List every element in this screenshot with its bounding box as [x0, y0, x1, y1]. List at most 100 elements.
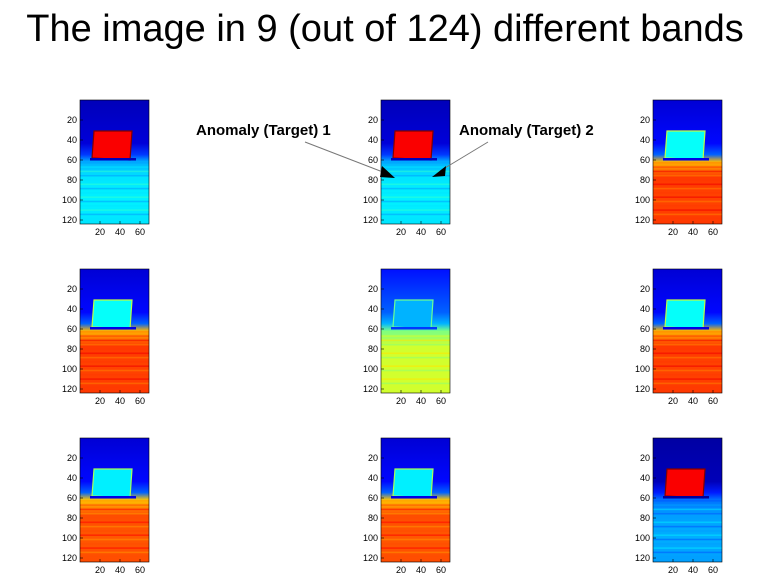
board-base: [90, 158, 136, 161]
y-tick-label: 80: [67, 344, 77, 354]
ground-texture-streak: [381, 343, 450, 346]
ground-texture-streak: [381, 512, 450, 515]
band-image-band-9: 20 40 60 80 100 120 20 40 60: [635, 437, 723, 575]
band-image-panel-6: 20 40 60 80 100 120 20 40 60: [618, 267, 728, 407]
y-tick-label: 120: [363, 215, 378, 225]
y-tick-label: 40: [67, 304, 77, 314]
y-tick-label: 100: [363, 195, 378, 205]
x-tick-label: 60: [135, 396, 145, 406]
anomaly-target-2-label: Anomaly (Target) 2: [459, 122, 594, 139]
ground-texture-streak: [80, 196, 149, 198]
ground-texture-streak: [653, 187, 722, 190]
ground-texture-streak: [80, 504, 149, 506]
ground-texture-streak: [653, 551, 722, 554]
ground-texture-streak: [653, 217, 722, 220]
ground-texture-streak: [653, 343, 722, 346]
ground-texture-streak: [381, 525, 450, 528]
y-tick-label: 40: [640, 473, 650, 483]
y-tick-label: 40: [640, 135, 650, 145]
ground-texture-streak: [653, 530, 722, 532]
ground-texture-streak: [653, 162, 722, 164]
ground-texture-streak: [653, 517, 722, 519]
ground-texture-streak: [381, 170, 450, 173]
ground-texture-streak: [381, 369, 450, 372]
axes-frame: [652, 268, 723, 394]
ground-texture-streak: [80, 343, 149, 346]
axes-frame: [79, 99, 150, 225]
ground-texture-streak: [80, 213, 149, 216]
ground-texture-streak: [80, 555, 149, 558]
y-tick-label: 100: [635, 364, 650, 374]
y-tick-label: 120: [62, 384, 77, 394]
ground-texture-streak: [653, 525, 722, 528]
x-tick-label: 40: [688, 396, 698, 406]
ground-texture-streak: [80, 352, 149, 355]
ground-texture-streak: [381, 209, 450, 211]
ground-texture-streak: [653, 352, 722, 355]
y-tick-label: 60: [368, 155, 378, 165]
y-tick-label: 40: [67, 135, 77, 145]
ground-texture-streak: [653, 378, 722, 380]
y-tick-label: 40: [368, 135, 378, 145]
y-tick-label: 60: [368, 493, 378, 503]
ground-texture-streak: [653, 386, 722, 389]
band-image-panel-1: 20 40 60 80 100 120 20 40 60: [45, 98, 155, 238]
ground-texture-streak: [80, 339, 149, 342]
ground-texture-streak: [653, 213, 722, 216]
ground-texture-streak: [80, 382, 149, 385]
ground-texture-streak: [653, 335, 722, 337]
axes-frame: [380, 268, 451, 394]
ground-texture-streak: [653, 209, 722, 211]
band-image-panel-9: 20 40 60 80 100 120 20 40 60: [618, 436, 728, 576]
y-tick-label: 60: [640, 155, 650, 165]
ground-texture-streak: [381, 200, 450, 203]
x-tick-label: 20: [396, 565, 406, 575]
board-target: [392, 130, 434, 161]
board-base: [663, 158, 709, 161]
ground-texture-streak: [653, 382, 722, 385]
ground-texture-streak: [80, 170, 149, 173]
band-image-panel-8: 20 40 60 80 100 120 20 40 60: [346, 436, 456, 576]
ground-texture-streak: [653, 170, 722, 173]
ground-texture-streak: [381, 517, 450, 519]
y-tick-label: 40: [640, 304, 650, 314]
y-tick-label: 60: [67, 493, 77, 503]
x-tick-label: 40: [416, 565, 426, 575]
y-tick-label: 120: [635, 384, 650, 394]
ground-texture-streak: [80, 378, 149, 380]
axes-frame: [79, 268, 150, 394]
ground-texture-streak: [653, 547, 722, 549]
ground-texture-streak: [80, 162, 149, 164]
ground-texture-streak: [80, 534, 149, 536]
y-tick-label: 80: [67, 175, 77, 185]
y-tick-label: 80: [640, 513, 650, 523]
ground-texture-streak: [381, 382, 450, 385]
ground-texture-streak: [80, 183, 149, 186]
ground-texture-streak: [653, 361, 722, 363]
ground-texture-streak: [381, 543, 450, 545]
y-tick-label: 60: [640, 493, 650, 503]
x-tick-label: 60: [135, 565, 145, 575]
ground-texture-streak: [80, 209, 149, 211]
ground-texture-streak: [381, 162, 450, 164]
ground-texture-streak: [80, 369, 149, 372]
x-tick-label: 40: [688, 227, 698, 237]
y-tick-label: 40: [67, 473, 77, 483]
y-tick-label: 20: [67, 115, 77, 125]
y-tick-label: 20: [640, 284, 650, 294]
band-image-band-4: 20 40 60 80 100 120 20 40 60: [62, 268, 150, 406]
ground-texture-streak: [80, 200, 149, 203]
band-image-panel-5: 20 40 60 80 100 120 20 40 60: [346, 267, 456, 407]
ground-texture-streak: [80, 512, 149, 515]
ground-texture-streak: [381, 348, 450, 350]
band-image-panel-7: 20 40 60 80 100 120 20 40 60: [45, 436, 155, 576]
y-tick-label: 120: [635, 553, 650, 563]
ground-texture-streak: [653, 196, 722, 198]
ground-texture-streak: [80, 217, 149, 220]
ground-texture-streak: [381, 508, 450, 511]
axes-frame: [652, 99, 723, 225]
y-tick-label: 20: [640, 453, 650, 463]
ground-texture-streak: [381, 205, 450, 207]
y-tick-label: 80: [368, 175, 378, 185]
ground-texture-streak: [653, 543, 722, 545]
